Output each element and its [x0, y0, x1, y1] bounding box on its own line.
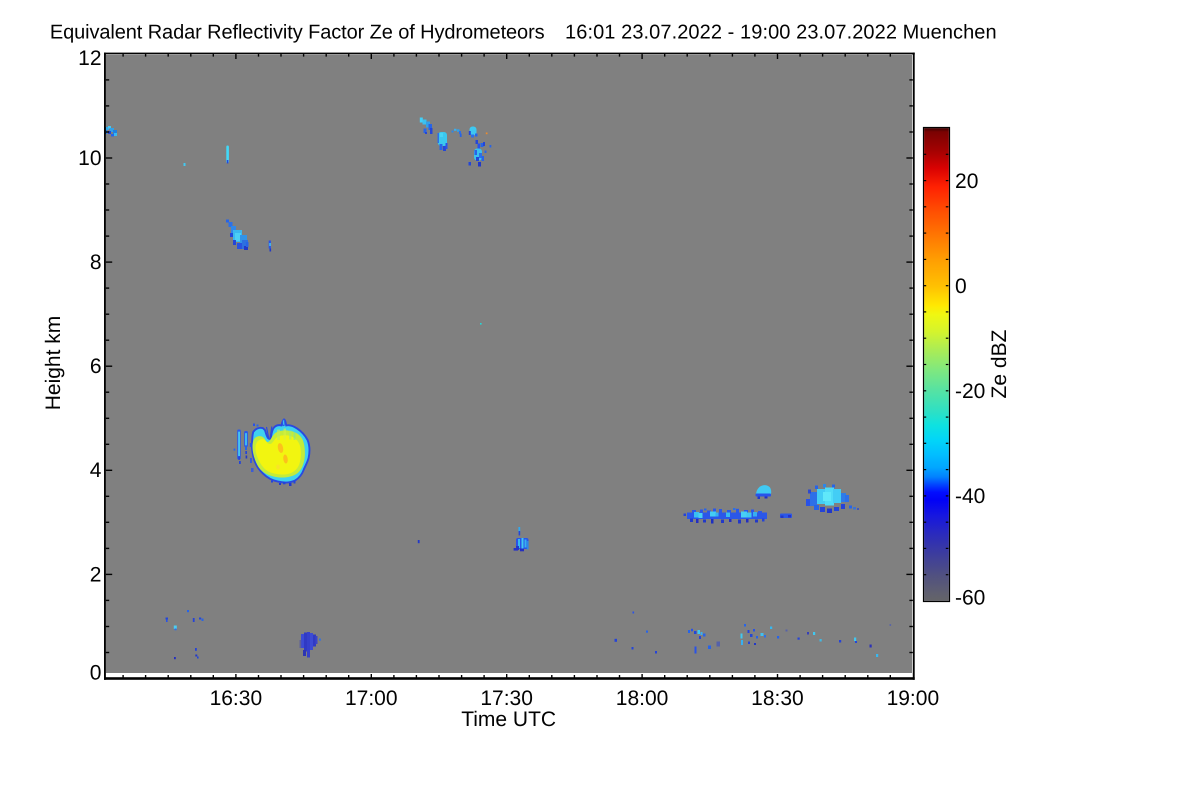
svg-text:17:30: 17:30: [480, 687, 533, 710]
svg-text:Ze dBZ: Ze dBZ: [988, 329, 1011, 398]
svg-text:20: 20: [955, 170, 978, 193]
svg-text:-60: -60: [955, 587, 985, 610]
svg-text:16:30: 16:30: [210, 687, 263, 710]
svg-text:2: 2: [90, 563, 102, 586]
svg-text:8: 8: [90, 251, 102, 274]
svg-text:Time UTC: Time UTC: [461, 708, 556, 731]
svg-text:10: 10: [78, 147, 101, 170]
svg-text:18:30: 18:30: [751, 687, 804, 710]
svg-text:4: 4: [90, 459, 102, 482]
svg-text:-20: -20: [955, 380, 985, 403]
svg-text:19:00: 19:00: [887, 687, 940, 710]
svg-text:18:00: 18:00: [616, 687, 669, 710]
svg-text:Equivalent Radar Reflectivity: Equivalent Radar Reflectivity Factor Ze …: [50, 22, 545, 44]
svg-text:6: 6: [90, 355, 102, 378]
svg-text:0: 0: [90, 662, 102, 685]
svg-text:12: 12: [78, 47, 101, 70]
svg-text:0: 0: [955, 275, 967, 298]
svg-text:17:00: 17:00: [345, 687, 398, 710]
svg-text:-40: -40: [955, 485, 985, 508]
svg-text:16:01 23.07.2022 - 19:00 23.07: 16:01 23.07.2022 - 19:00 23.07.2022 Muen…: [565, 22, 997, 44]
svg-text:Height km: Height km: [42, 316, 65, 411]
